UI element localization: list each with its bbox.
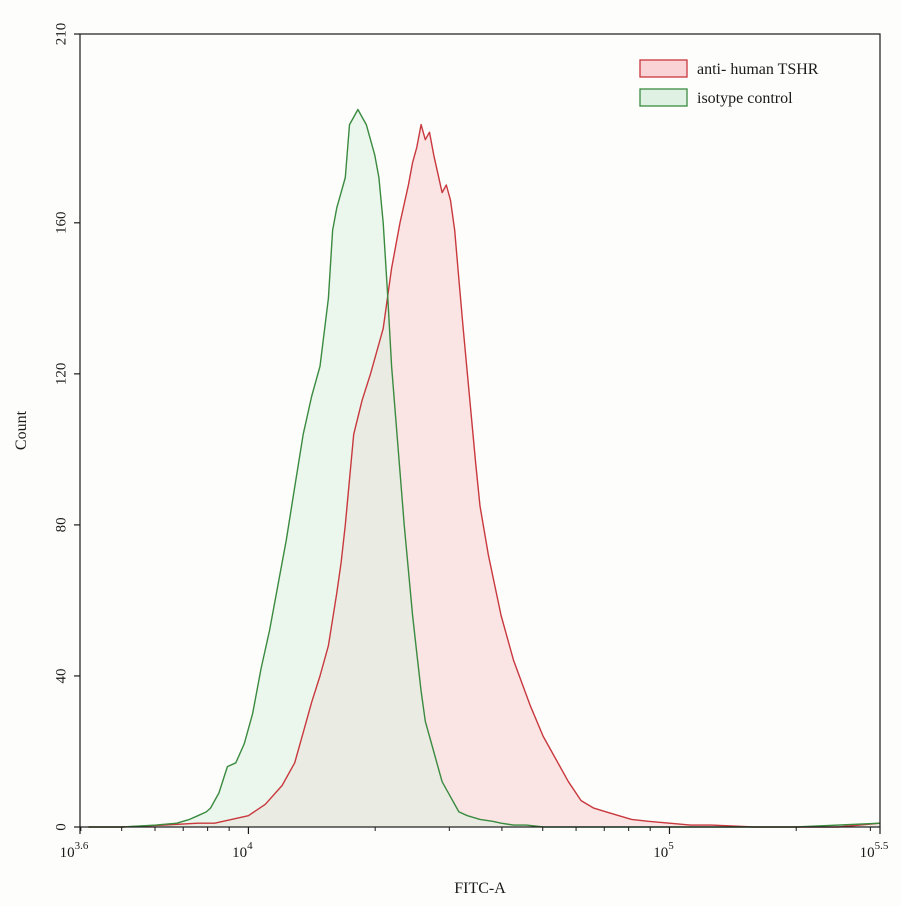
y-tick-label: 120 xyxy=(53,363,69,386)
legend-swatch-anti-human-tshr xyxy=(639,59,688,78)
y-axis-title: Count xyxy=(13,410,30,450)
series-line-anti-human-tshr xyxy=(88,123,881,828)
legend-swatch-isotype-control xyxy=(639,88,688,107)
plot-frame xyxy=(79,33,881,828)
series-area-anti-human-tshr xyxy=(88,124,880,828)
y-axis-ticks: 0 40 80 120 160 210 xyxy=(53,23,80,831)
x-tick-label: 105 xyxy=(653,840,674,861)
x-tick-label: 104 xyxy=(232,840,253,861)
x-axis-ticks: 103.6 104 105 105.5 xyxy=(60,827,889,861)
series-line-isotype-control xyxy=(88,108,881,828)
y-tick-label: 160 xyxy=(53,212,69,235)
x-axis-title: FITC-A xyxy=(454,880,506,897)
legend-label-isotype-control: isotype control xyxy=(697,90,793,107)
legend-label-anti-human-tshr: anti- human TSHR xyxy=(697,61,819,78)
x-tick-label: 103.6 xyxy=(60,840,89,861)
legend: anti- human TSHR isotype control xyxy=(639,59,819,107)
y-tick-label: 210 xyxy=(53,23,69,46)
x-tick-label: 105.5 xyxy=(860,840,889,861)
y-tick-label: 80 xyxy=(53,517,69,532)
y-tick-label: 40 xyxy=(53,668,69,683)
plot-areas xyxy=(88,108,881,828)
series-area-isotype-control xyxy=(88,109,880,827)
y-tick-label: 0 xyxy=(53,823,69,831)
